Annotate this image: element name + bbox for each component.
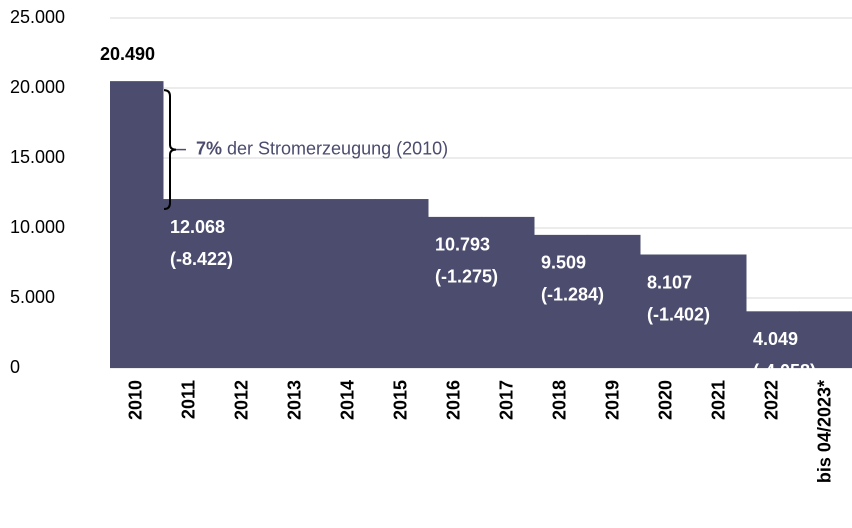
bar: [375, 199, 429, 368]
bracket: [163, 89, 177, 211]
annotation-text: der Stromerzeugung (2010): [222, 138, 448, 158]
x-tick-label: 2015: [390, 380, 410, 420]
change-label: (-1.275): [435, 267, 498, 287]
bar: [481, 216, 535, 368]
bar: [534, 234, 588, 368]
bar: [110, 81, 164, 368]
y-tick-label: 5.000: [10, 287, 55, 307]
x-tick-label: 2022: [761, 380, 781, 420]
x-tick-label: 2019: [602, 380, 622, 420]
bar: [216, 199, 270, 368]
bar: [640, 254, 694, 368]
bar: [587, 234, 641, 368]
change-label: (-1.402): [647, 304, 710, 324]
y-tick-label: 15.000: [10, 147, 65, 167]
bar: [799, 311, 852, 368]
bar: [428, 216, 482, 368]
annotation-bold: 7%: [196, 138, 222, 158]
data-label: 20.490: [100, 44, 155, 64]
data-label: 12.068: [170, 217, 225, 237]
change-label: (-4.058): [753, 361, 816, 381]
change-label: (-1.284): [541, 285, 604, 305]
data-label: 9.509: [541, 253, 586, 273]
x-tick-label: 2018: [549, 380, 569, 420]
bar: [693, 254, 747, 368]
data-label: 10.793: [435, 235, 490, 255]
x-tick-label: 2011: [178, 380, 198, 419]
bar: [746, 311, 800, 368]
y-tick-label: 0: [10, 357, 20, 377]
annotation: 7% der Stromerzeugung (2010): [196, 138, 448, 158]
y-tick-label: 10.000: [10, 217, 65, 237]
x-tick-label: 2020: [655, 380, 675, 420]
bar: [269, 199, 323, 368]
data-label: 4.049: [753, 329, 798, 349]
data-label: 8.107: [647, 272, 692, 292]
change-label: (-8.422): [170, 249, 233, 269]
x-tick-label: 2016: [443, 380, 463, 420]
y-tick-label: 20.000: [10, 77, 65, 97]
x-tick-label: 2021: [708, 380, 728, 420]
x-tick-label: bis 04/2023*: [814, 380, 834, 483]
bar: [163, 199, 217, 368]
x-tick-label: 2013: [284, 380, 304, 420]
x-tick-label: 2014: [337, 380, 357, 420]
y-tick-label: 25.000: [10, 7, 65, 27]
x-tick-label: 2017: [496, 380, 516, 420]
x-tick-label: 2010: [125, 380, 145, 420]
bar: [322, 199, 376, 368]
x-tick-label: 2012: [231, 380, 251, 420]
